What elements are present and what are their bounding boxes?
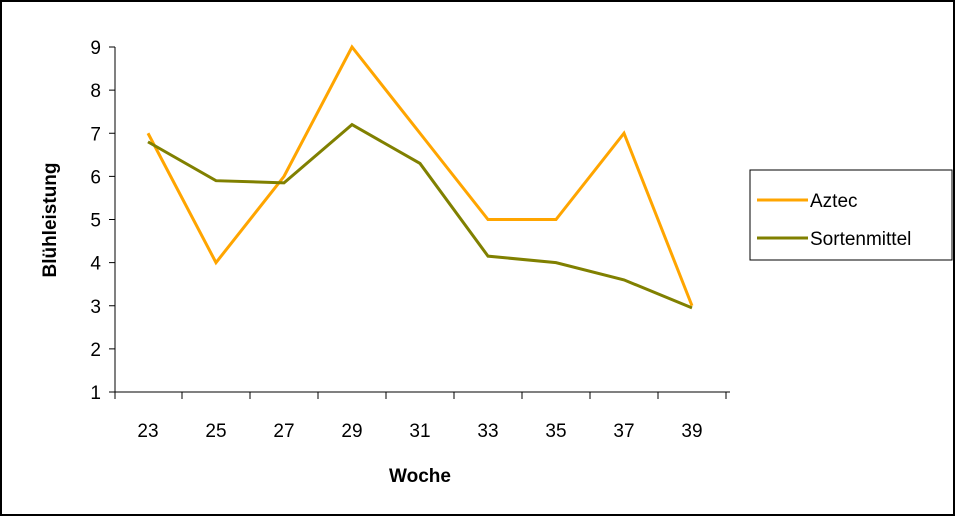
legend: Aztec Sortenmittel (749, 169, 953, 261)
series-line-sortenmittel (147, 122, 693, 310)
y-tick-label: 7 (90, 124, 101, 145)
x-tick-label: 27 (273, 421, 294, 442)
x-tick-label: 23 (137, 421, 158, 442)
x-tick-label: 35 (545, 421, 566, 442)
series-group (146, 44, 694, 310)
y-tick-label: 4 (90, 254, 101, 275)
y-tick-label: 1 (90, 383, 101, 404)
legend-label-aztec: Aztec (810, 191, 858, 212)
y-tick-label: 9 (90, 38, 101, 59)
legend-box (749, 169, 953, 261)
x-tick-label: 31 (409, 421, 430, 442)
x-tick-label: 33 (477, 421, 498, 442)
x-tick-label: 25 (205, 421, 226, 442)
x-axis-title: Woche (389, 466, 451, 487)
x-tick-label: 29 (341, 421, 362, 442)
y-tick-label: 3 (90, 297, 101, 318)
y-tick-label: 6 (90, 167, 101, 188)
y-tick-label: 5 (90, 211, 101, 232)
y-ticks: 1 2 3 4 5 6 7 8 9 (90, 38, 115, 404)
y-axis-title: Blühleistung (40, 162, 61, 277)
y-tick-label: 8 (90, 81, 101, 102)
y-tick-label: 2 (90, 340, 101, 361)
series-line-aztec (146, 44, 694, 307)
x-ticks: 23 25 27 29 31 33 35 37 39 (114, 392, 727, 442)
x-tick-label: 39 (681, 421, 702, 442)
x-tick-label: 37 (613, 421, 634, 442)
legend-label-sortenmittel: Sortenmittel (810, 229, 911, 250)
